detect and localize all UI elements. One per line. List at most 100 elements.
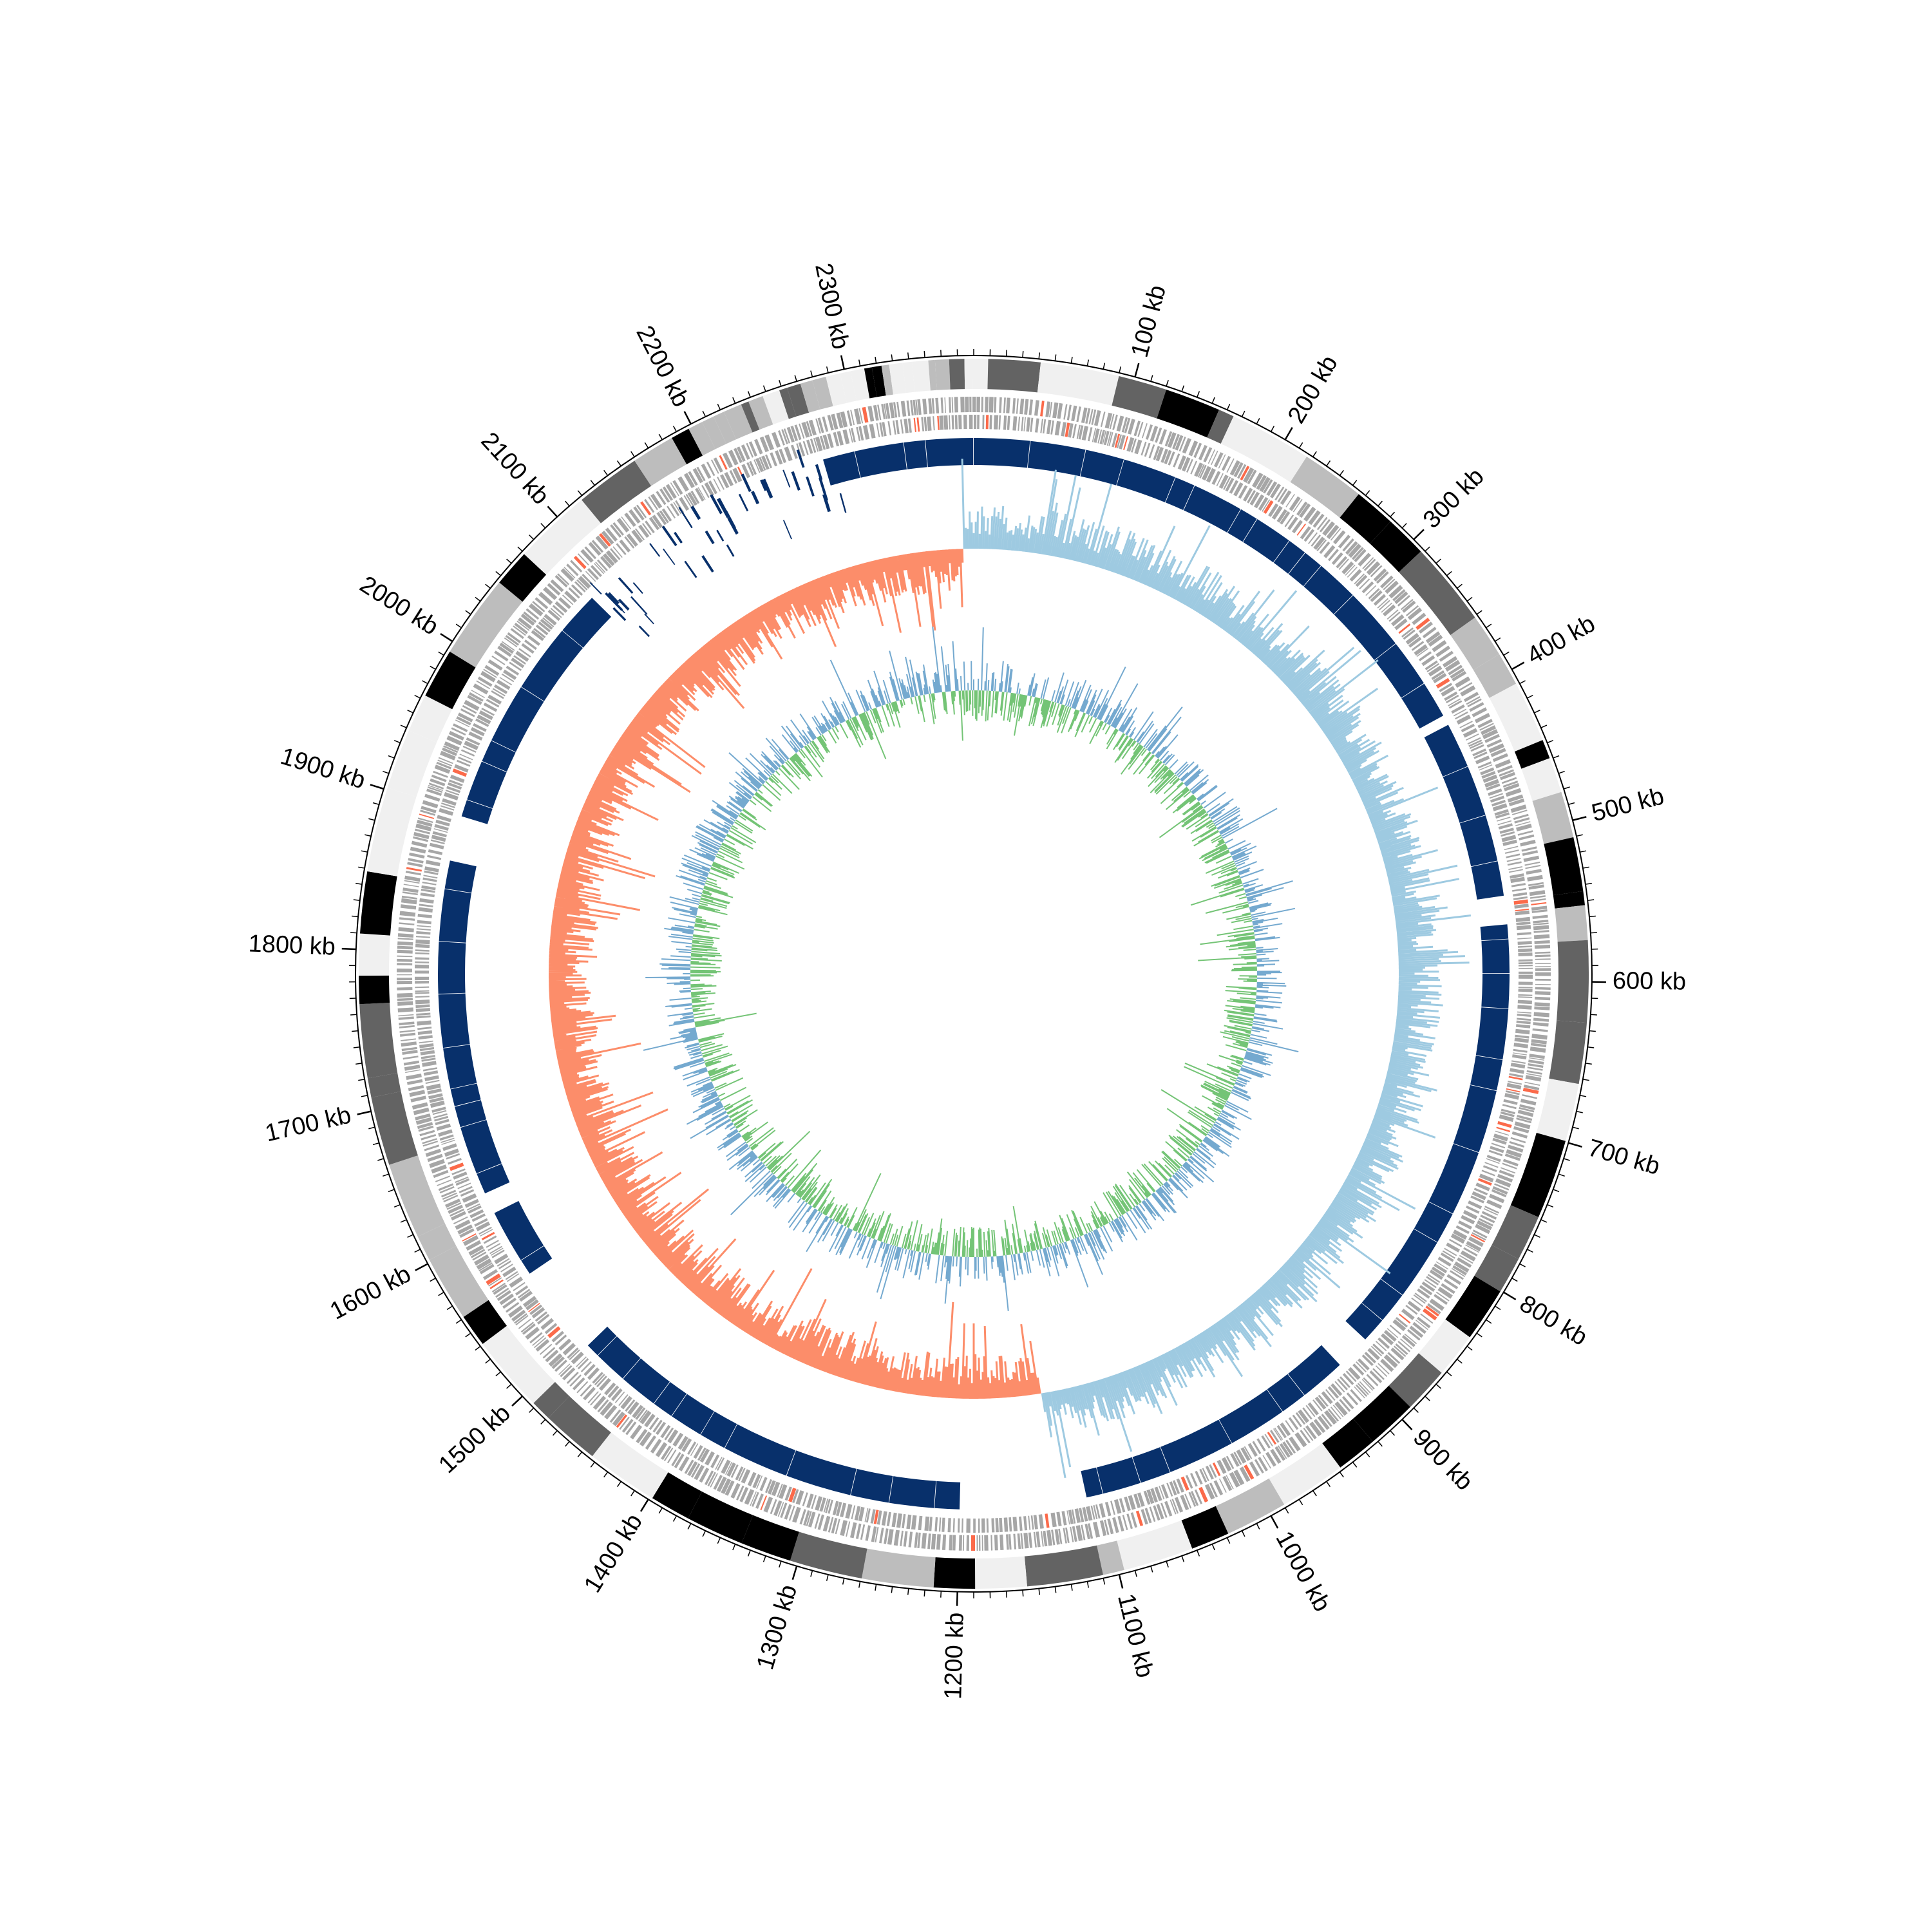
gene (1510, 1063, 1526, 1069)
gene (433, 770, 448, 778)
gene (779, 1484, 788, 1499)
gene (900, 401, 907, 417)
gene (670, 503, 680, 516)
gene (1007, 415, 1010, 430)
gene (1124, 1496, 1131, 1511)
gene (1018, 416, 1021, 431)
gene (430, 778, 446, 786)
gene (422, 1141, 439, 1147)
minor-tick (352, 1030, 359, 1032)
tick-label: 1300 kb (752, 1582, 802, 1673)
minor-tick (1558, 770, 1565, 774)
gene (825, 1499, 831, 1513)
gene (667, 1449, 677, 1464)
gene (423, 875, 438, 879)
gene (1477, 1178, 1492, 1186)
gene (1517, 1110, 1534, 1117)
gene (1305, 1405, 1316, 1417)
gene (1508, 1081, 1522, 1085)
gene (862, 425, 870, 440)
gene (1528, 1059, 1544, 1065)
gene (1146, 1489, 1155, 1504)
gene (1276, 1425, 1287, 1439)
gene (584, 546, 597, 560)
alignment-block (724, 1424, 796, 1476)
gene (1517, 1014, 1531, 1017)
gene (1334, 1401, 1348, 1416)
gene (415, 990, 430, 992)
contig-block (871, 365, 886, 397)
gene (1428, 665, 1443, 677)
gene (885, 403, 891, 419)
gene (1394, 591, 1408, 604)
gene (978, 1518, 980, 1533)
gene (419, 1040, 433, 1044)
tick-label: 1800 kb (248, 930, 336, 960)
contig-block (928, 359, 937, 391)
gene (1087, 427, 1093, 442)
gene (931, 1533, 936, 1549)
gene (488, 694, 502, 705)
gene (1345, 541, 1358, 555)
gene (777, 1502, 784, 1517)
minor-tick (1435, 1383, 1441, 1389)
gene (832, 1501, 839, 1515)
major-tick (357, 1110, 372, 1115)
gene (478, 710, 493, 721)
alignment-fragment (762, 478, 773, 499)
gene (1359, 578, 1370, 590)
minor-tick (1587, 1046, 1595, 1048)
gene (397, 1007, 413, 1013)
gene (410, 1095, 426, 1103)
gene (911, 1515, 917, 1530)
gene (1513, 1126, 1530, 1133)
gene (1194, 462, 1204, 477)
gene (877, 404, 882, 421)
gene (1535, 958, 1551, 960)
alignment-fragment (782, 520, 792, 540)
gene (560, 568, 574, 582)
gene (896, 401, 900, 417)
gene (697, 487, 706, 500)
gene (550, 579, 564, 592)
gene (540, 1318, 554, 1331)
gene (915, 399, 918, 415)
gene (419, 1130, 435, 1137)
gene (1013, 1533, 1017, 1549)
gene (1211, 450, 1218, 466)
gene (1160, 448, 1168, 463)
gene (788, 1506, 795, 1521)
gene (1519, 1104, 1535, 1110)
gene (437, 815, 451, 822)
contig-block (582, 460, 652, 524)
gene (1328, 549, 1339, 562)
alignment-fragment (618, 577, 634, 594)
gene (1518, 952, 1533, 956)
contig-block (864, 367, 877, 399)
gene (1373, 568, 1387, 582)
gene (1137, 1492, 1145, 1507)
gene (1450, 1270, 1464, 1280)
gene (1061, 422, 1066, 437)
gene (1280, 1422, 1291, 1436)
gene (1472, 748, 1486, 757)
gene (1126, 437, 1135, 452)
contig-block (1157, 390, 1219, 438)
gene (1434, 1263, 1448, 1274)
minor-tick (1563, 786, 1570, 790)
minor-tick (616, 1481, 621, 1488)
gene (510, 628, 524, 639)
minor-tick (1352, 480, 1358, 486)
contig-block (741, 401, 760, 433)
gene (1155, 427, 1162, 443)
minor-tick (1298, 442, 1303, 449)
gene (721, 1478, 732, 1494)
minor-tick (565, 500, 570, 507)
gene (1258, 497, 1269, 511)
minor-tick (630, 451, 635, 457)
contig-block (812, 377, 833, 410)
gene (1516, 922, 1531, 925)
gene (1442, 1250, 1455, 1259)
gene (453, 723, 468, 732)
gene (1300, 1430, 1311, 1444)
